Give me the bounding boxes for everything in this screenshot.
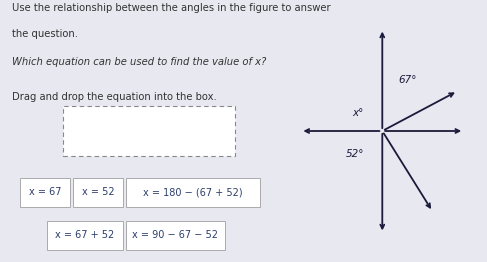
Text: x = 67 + 52: x = 67 + 52 [55, 231, 114, 241]
Text: Use the relationship between the angles in the figure to answer: Use the relationship between the angles … [12, 3, 330, 13]
FancyBboxPatch shape [63, 106, 235, 156]
Text: Which equation can be used to find the value of x?: Which equation can be used to find the v… [12, 57, 266, 67]
Text: Drag and drop the equation into the box.: Drag and drop the equation into the box. [12, 92, 216, 102]
Text: x = 67: x = 67 [29, 187, 61, 197]
Text: x = 90 − 67 − 52: x = 90 − 67 − 52 [132, 231, 218, 241]
Text: 67°: 67° [399, 75, 417, 85]
FancyBboxPatch shape [126, 178, 260, 207]
FancyBboxPatch shape [20, 178, 70, 207]
Text: x°: x° [353, 108, 364, 118]
FancyBboxPatch shape [47, 221, 123, 250]
Text: x = 180 − (67 + 52): x = 180 − (67 + 52) [143, 187, 243, 197]
Text: the question.: the question. [12, 30, 78, 40]
Text: x = 52: x = 52 [82, 187, 114, 197]
FancyBboxPatch shape [126, 221, 225, 250]
Text: 52°: 52° [345, 149, 364, 159]
FancyBboxPatch shape [73, 178, 123, 207]
